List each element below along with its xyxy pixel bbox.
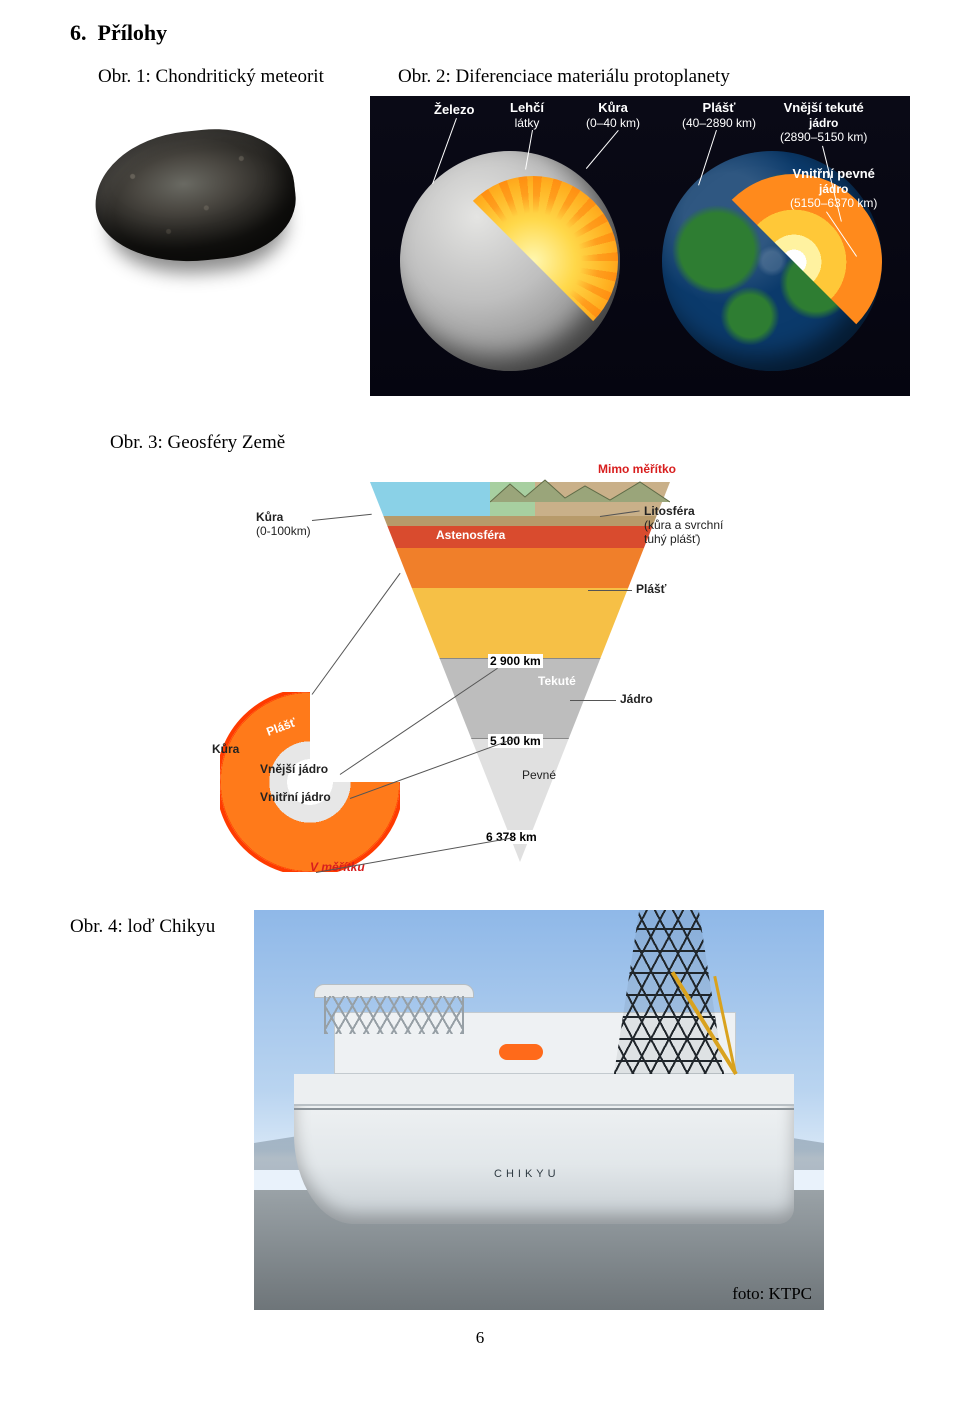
label-sub: (0–40 km) [586, 116, 640, 130]
label-asteno: Astenosféra [436, 528, 505, 542]
wedge-container [370, 482, 670, 862]
label-kura-left: Kůra (0-100km) [256, 510, 311, 538]
fig3-caption-text: Obr. 3: Geosféry Země [110, 432, 285, 453]
crane [724, 954, 804, 1074]
drilling-derrick [614, 910, 724, 1074]
section-heading: 6. Přílohy [70, 20, 890, 46]
ship-name-text: CHIKYU [494, 1168, 560, 1180]
label-sub: (5150–6370 km) [790, 196, 877, 210]
figure-2-caption: Obr. 2: Diferenciace materiálu protoplan… [398, 66, 910, 88]
page-number: 6 [70, 1328, 890, 1348]
lead-line [588, 590, 632, 591]
lead-line [312, 514, 372, 521]
section-number: 6. [70, 20, 87, 45]
lead-line [570, 700, 616, 701]
mountains-icon [490, 472, 670, 512]
label-tekute: Tekuté [538, 674, 576, 688]
label-sub: (2890–5150 km) [780, 130, 867, 144]
lifeboat [499, 1044, 543, 1060]
layer-lower-mantle [370, 588, 670, 658]
meteorite-shape [89, 121, 301, 271]
label-sub: látky [510, 116, 544, 130]
hull-stripe [294, 1108, 794, 1110]
figure-4-caption: Obr. 4: loď Chikyu [70, 916, 240, 938]
figure-1-meteorite [70, 96, 330, 286]
layer-inner-core [370, 738, 670, 863]
layer-upper-mantle [370, 548, 670, 588]
label-sub: (0-100km) [256, 524, 311, 538]
label-text: Lehčí [510, 100, 544, 115]
label-text: Plášť [703, 100, 736, 115]
label-sub: (40–2890 km) [682, 116, 756, 130]
label-text2: jádro [790, 182, 877, 196]
label-vnitrni-ring: Vnitřní jádro [260, 790, 331, 804]
figure-2-differentiation: Železo Lehčí látky Kůra (0–40 km) Plášť … [370, 96, 910, 396]
label-mimo-meritkو: Mimo měřítko [598, 462, 676, 476]
photo-credit: foto: KTPC [732, 1284, 812, 1304]
figure-4-ship: CHIKYU foto: KTPC [254, 910, 824, 1310]
figure-4-wrap: Obr. 4: loď Chikyu CHIKYU [70, 910, 890, 1310]
label-litosfera: Litosféra (kůra a svrchní tuhý plášť) [644, 504, 723, 546]
derrick-frame [614, 910, 724, 1074]
helideck [314, 984, 474, 1034]
label-text: Železo [434, 102, 474, 117]
layer-asteno [370, 526, 670, 548]
figure-3-geospheres: 2 900 km 5 100 km 6 378 km Astenosféra T… [200, 462, 760, 882]
figure-3-caption: Obr. 3: Geosféry Země [110, 430, 890, 454]
label-sub2: tuhý plášť) [644, 532, 701, 546]
ship-hull [294, 1074, 794, 1224]
fig2-label-zelezo: Železo [434, 102, 474, 118]
section-title: Přílohy [98, 20, 168, 45]
label-jadro-right: Jádro [620, 692, 653, 706]
fig2-label-vnitrni: Vnitřní pevné jádro (5150–6370 km) [790, 166, 877, 210]
fig2-label-plast: Plášť (40–2890 km) [682, 100, 756, 130]
label-text: Kůra [256, 510, 283, 524]
label-text: Litosféra [644, 504, 695, 518]
depth-5100: 5 100 km [488, 734, 543, 748]
fig2-label-vnejsi: Vnější tekuté jádro (2890–5150 km) [780, 100, 867, 144]
layer-crust [370, 516, 670, 526]
depth-2900: 2 900 km [488, 654, 543, 668]
label-text: Vnější tekuté [784, 100, 864, 115]
label-plast-right: Plášť [636, 582, 666, 596]
label-vnejsi-ring: Vnější jádro [260, 762, 328, 776]
fig2-label-kura: Kůra (0–40 km) [586, 100, 640, 130]
figure-1-column: Obr. 1: Chondritický meteorit [70, 60, 350, 286]
label-text2: jádro [780, 116, 867, 130]
figure-1-caption: Obr. 1: Chondritický meteorit [98, 66, 350, 88]
wedge [370, 482, 670, 862]
label-pevne: Pevné [522, 768, 556, 782]
fig2-label-lehci: Lehčí látky [510, 100, 544, 130]
figure-row-1: Obr. 1: Chondritický meteorit Obr. 2: Di… [70, 60, 890, 396]
helideck-truss [324, 996, 464, 1034]
lead-line [586, 130, 619, 169]
label-kura-ring: Kůra [212, 742, 239, 756]
label-text: Kůra [598, 100, 628, 115]
label-sub: (kůra a svrchní [644, 518, 723, 532]
figure-3-wrap: Obr. 3: Geosféry Země [70, 430, 890, 882]
label-text: Vnitřní pevné [793, 166, 875, 181]
figure-2-column: Obr. 2: Diferenciace materiálu protoplan… [370, 60, 910, 396]
